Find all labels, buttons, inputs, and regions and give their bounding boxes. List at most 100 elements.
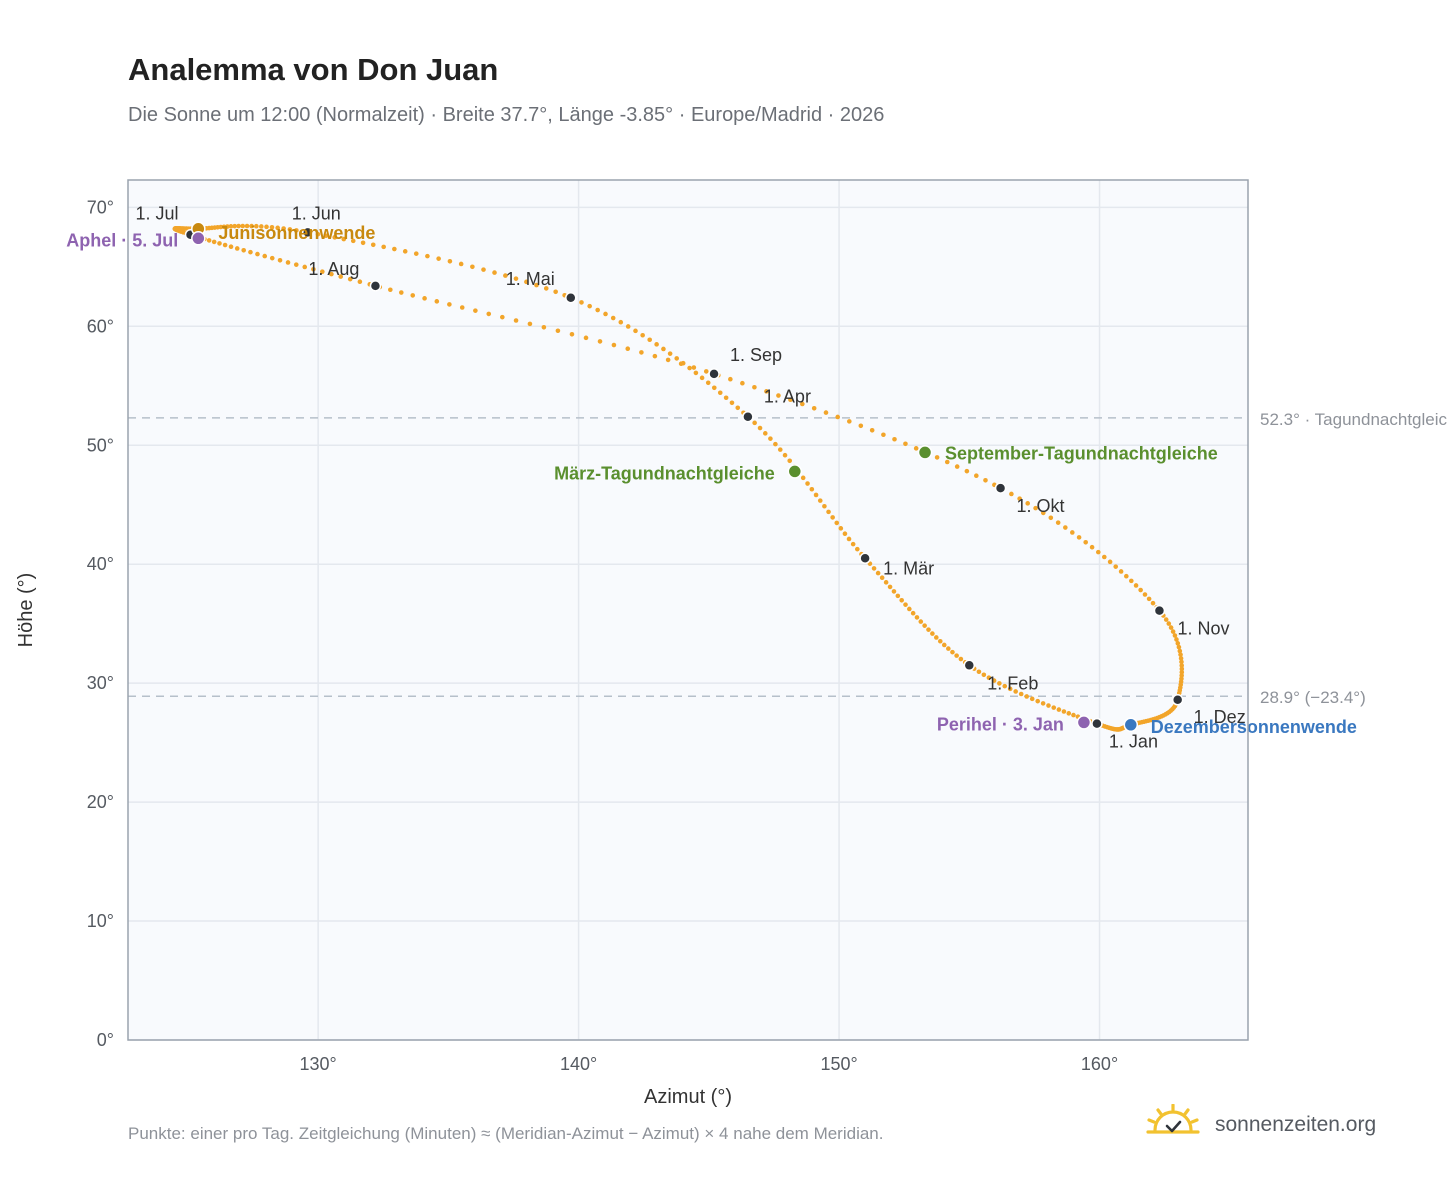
day-point <box>1040 510 1046 516</box>
month-point <box>859 552 871 565</box>
day-point <box>323 233 329 239</box>
chart-subtitle: Die Sonne um 12:00 (Normalzeit) · Breite… <box>128 104 885 126</box>
event-point <box>191 231 206 246</box>
day-point <box>922 623 927 628</box>
day-point <box>887 584 893 590</box>
day-point <box>823 410 829 415</box>
day-point <box>259 224 264 229</box>
day-point <box>399 290 404 295</box>
day-point <box>735 405 741 411</box>
day-point <box>958 656 964 662</box>
day-point <box>914 615 920 620</box>
day-point <box>350 238 356 244</box>
day-point <box>855 546 860 552</box>
reference-line-label: 28.9° (−23.4°) <box>1260 688 1366 707</box>
month-point <box>994 482 1007 494</box>
day-point <box>413 251 419 256</box>
day-point <box>255 251 260 257</box>
day-point <box>1083 540 1088 545</box>
event-label: Dezembersonnenwende <box>1151 717 1357 737</box>
day-point <box>277 257 283 263</box>
event-point <box>1076 715 1092 730</box>
day-point <box>434 299 440 304</box>
month-point <box>301 226 314 239</box>
month-label: 1. Okt <box>1017 496 1065 516</box>
day-point <box>597 339 603 344</box>
event-markers: Junisonnenwende Aphel · 5. Jul März-Tagund… <box>66 221 1357 737</box>
day-point <box>595 307 600 313</box>
day-point <box>293 262 299 267</box>
day-point <box>503 273 508 278</box>
month-label: 1. Nov <box>1177 619 1229 639</box>
day-point <box>693 370 699 376</box>
day-point <box>611 342 617 348</box>
day-point <box>918 619 924 624</box>
day-point <box>241 247 247 253</box>
day-point <box>834 520 840 526</box>
day-point <box>524 279 529 285</box>
day-point <box>842 531 848 536</box>
day-point <box>236 223 241 229</box>
day-point <box>986 675 992 681</box>
day-point <box>934 635 939 640</box>
day-point <box>1096 549 1101 555</box>
day-point <box>294 228 299 233</box>
day-point <box>1178 652 1183 657</box>
month-label: 1. Mai <box>506 269 555 289</box>
day-point <box>647 337 653 343</box>
day-point <box>436 256 441 261</box>
day-point <box>341 236 347 242</box>
month-label: 1. Sep <box>730 345 782 365</box>
day-point <box>1076 535 1082 540</box>
day-point <box>302 264 308 270</box>
day-point <box>332 235 338 240</box>
day-point <box>1113 564 1119 569</box>
day-point <box>569 331 575 337</box>
day-point <box>830 515 835 520</box>
day-point <box>228 224 234 229</box>
day-point <box>1055 520 1061 525</box>
reference-lines: 52.3° · Tagundnachtgleiche 28.9° (−23.4°) <box>128 410 1448 707</box>
day-point <box>625 324 631 329</box>
day-point <box>974 473 979 479</box>
day-point <box>813 492 819 498</box>
day-point <box>729 400 735 406</box>
day-point <box>1133 583 1139 588</box>
day-point <box>281 226 286 231</box>
day-point <box>473 308 478 313</box>
day-point <box>1071 712 1076 718</box>
day-point <box>222 242 228 248</box>
day-point <box>639 350 644 355</box>
day-point <box>269 224 275 230</box>
day-point <box>869 427 875 433</box>
day-point <box>805 481 810 486</box>
day-point <box>459 305 465 310</box>
month-label: 1. Jan <box>1109 732 1158 752</box>
day-point <box>740 380 745 386</box>
day-point <box>225 224 230 229</box>
month-point <box>565 292 577 304</box>
day-point <box>665 357 671 363</box>
day-point <box>392 246 397 252</box>
day-point <box>762 431 768 436</box>
day-point <box>470 264 475 270</box>
day-point <box>1168 625 1174 630</box>
day-point <box>285 260 291 265</box>
day-point <box>997 681 1002 686</box>
y-tick-label: 60° <box>87 316 114 336</box>
footnote: Punkte: einer pro Tag. Zeitgleichung (Mi… <box>128 1124 884 1143</box>
day-point <box>1174 637 1179 642</box>
day-point <box>1025 501 1031 506</box>
day-point <box>777 447 783 452</box>
day-point <box>930 631 935 636</box>
day-point <box>553 289 558 295</box>
day-point <box>1166 621 1172 626</box>
day-point <box>447 302 452 307</box>
day-point <box>1018 691 1024 697</box>
day-point <box>1142 592 1148 597</box>
day-point <box>1179 663 1185 668</box>
day-point <box>583 335 589 341</box>
y-tick-label: 20° <box>87 792 114 812</box>
day-point <box>879 575 885 581</box>
